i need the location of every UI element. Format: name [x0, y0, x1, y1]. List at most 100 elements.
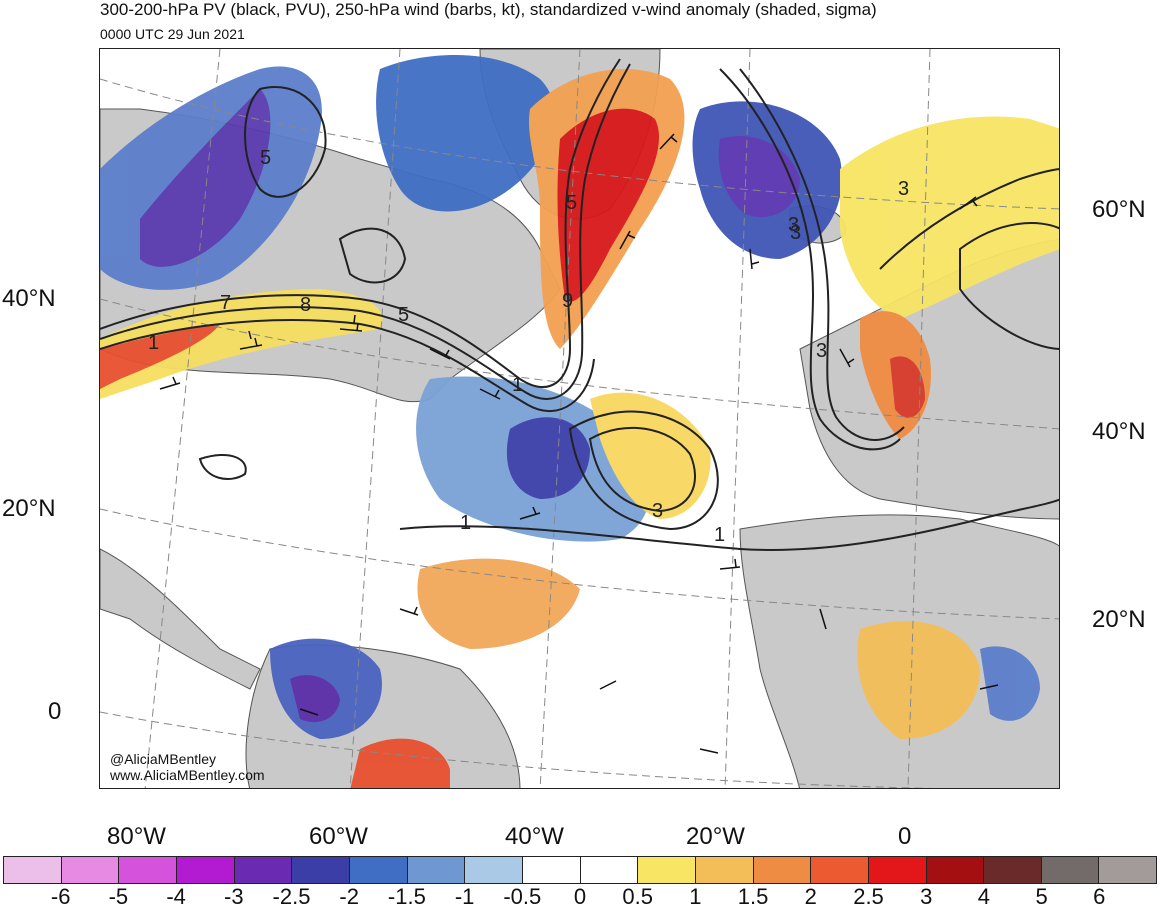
contour-label: 9 [562, 290, 573, 312]
meridian-80w [144, 49, 221, 788]
anomaly-red-greenland [557, 108, 659, 302]
contour-label: 3 [652, 500, 663, 522]
colorbar-swatch [119, 857, 177, 883]
pv-contour [100, 58, 621, 389]
colorbar-tick-label: -0.5 [503, 884, 542, 909]
colorbar-swatch [176, 857, 235, 883]
map-panel: 5 7 8 5 1 5 9 3 3 3 1 1 3 1 3 [99, 48, 1060, 789]
wind-barb [299, 708, 319, 716]
wind-barb [599, 680, 617, 690]
parallel-60n [100, 78, 1059, 210]
wind-barb [159, 376, 181, 390]
colorbar-swatch [811, 857, 869, 883]
colorbar-tick-label: -6 [50, 884, 71, 909]
colorbar-swatch [984, 857, 1042, 883]
colorbar-swatch [580, 857, 639, 883]
colorbar-swatch [753, 857, 812, 883]
colorbar-swatch [349, 857, 408, 883]
anomaly-blue-africa [980, 646, 1040, 721]
colorbar-tick-label: -5 [108, 884, 129, 909]
colorbar-tick-label: 6 [1093, 884, 1106, 909]
colorbar-swatch [638, 857, 696, 883]
graticule [100, 49, 1059, 788]
contour-label: 1 [148, 332, 159, 354]
wind-barb [819, 608, 827, 630]
anomaly-purple-cutoff [506, 417, 590, 499]
contour-label: 1 [714, 524, 725, 546]
colorbar-tick-label: -1.5 [387, 884, 426, 909]
colorbar-tick-label: -4 [166, 884, 186, 909]
meridian-40w [539, 49, 581, 788]
pv-contour [959, 222, 1059, 350]
colorbar-tick-label: 5 [1035, 884, 1048, 909]
contour-label: 3 [788, 214, 799, 236]
wind-barb [719, 558, 741, 570]
wind-barb [519, 506, 541, 520]
colorbar-tick-label: 2.5 [853, 884, 884, 909]
pv-contour [588, 426, 696, 513]
wind-barbs [159, 133, 999, 754]
contour-label: 3 [790, 222, 801, 244]
wind-barb [959, 196, 978, 210]
wind-barb [659, 133, 678, 150]
colorbar-swatch [407, 857, 466, 883]
contour-label: 5 [566, 192, 577, 214]
colorbar-tick-label: 3 [920, 884, 933, 909]
wind-barb [479, 388, 501, 400]
anomaly-red-jet-west [100, 324, 220, 389]
colorbar-tick-label: 0 [573, 884, 587, 909]
pv-contour [338, 227, 407, 284]
pv-contour [879, 168, 1059, 270]
lat-label-40n-right: 40°N [1092, 418, 1146, 445]
lon-label-40w: 40°W [505, 823, 564, 850]
anomaly-yellow-europe [840, 116, 1059, 319]
lat-label-20n-right: 20°N [1092, 606, 1146, 633]
lon-label-80w: 80°W [107, 823, 166, 850]
contour-label: 1 [512, 374, 523, 396]
anomaly-red-iberia [890, 356, 925, 418]
contour-label: 7 [220, 292, 231, 314]
pv-contour [100, 63, 631, 400]
colorbar-tick-label: 2 [804, 884, 817, 909]
colorbar-tick-label: 0.5 [622, 884, 653, 909]
lon-label-60w: 60°W [309, 823, 368, 850]
parallel-40n [100, 298, 1059, 430]
parallel-20n [100, 508, 1059, 620]
colorbar [3, 856, 1157, 884]
wind-barb [339, 314, 363, 332]
wind-barb [839, 348, 855, 368]
wind-barb [699, 748, 719, 754]
credit-website: www.AliciaMBentley.com [110, 767, 265, 783]
lon-label-0: 0 [898, 823, 912, 850]
meridian-0 [907, 49, 931, 788]
pv-contour [100, 319, 595, 412]
colorbar-swatch [868, 857, 927, 883]
colorbar-tick-label: -2 [339, 884, 359, 909]
pv-contours [100, 58, 1059, 551]
map-canvas: 5 7 8 5 1 5 9 3 3 3 1 1 3 1 3 [100, 49, 1059, 788]
colorbar-tick-label: -2.5 [272, 884, 311, 909]
colorbar-tick-label: 4 [977, 884, 991, 909]
parallel-0 [100, 711, 934, 788]
pv-contour [399, 498, 1059, 551]
colorbar-swatch [695, 857, 754, 883]
anomaly-red-brazil [350, 738, 450, 788]
lat-label-40n-left: 40°N [2, 285, 56, 312]
anomaly-purple-nw [140, 89, 271, 267]
land-central-america [100, 548, 261, 690]
contour-label: 3 [816, 340, 827, 362]
wind-barb [399, 606, 419, 616]
anomaly-orange-tropics [417, 558, 580, 649]
wind-barb [239, 330, 263, 350]
lon-label-20w: 20°W [686, 823, 745, 850]
meridian-60w [349, 49, 401, 788]
wind-barb [979, 684, 999, 690]
pv-contour [739, 68, 905, 441]
colorbar-swatch [234, 857, 293, 883]
pv-contour [719, 68, 901, 451]
contour-label: 8 [300, 294, 311, 316]
contour-label: 5 [260, 147, 271, 169]
contour-label: 1 [460, 512, 471, 534]
colorbar-swatch [292, 857, 350, 883]
colorbar-tick-label: -3 [224, 884, 244, 909]
